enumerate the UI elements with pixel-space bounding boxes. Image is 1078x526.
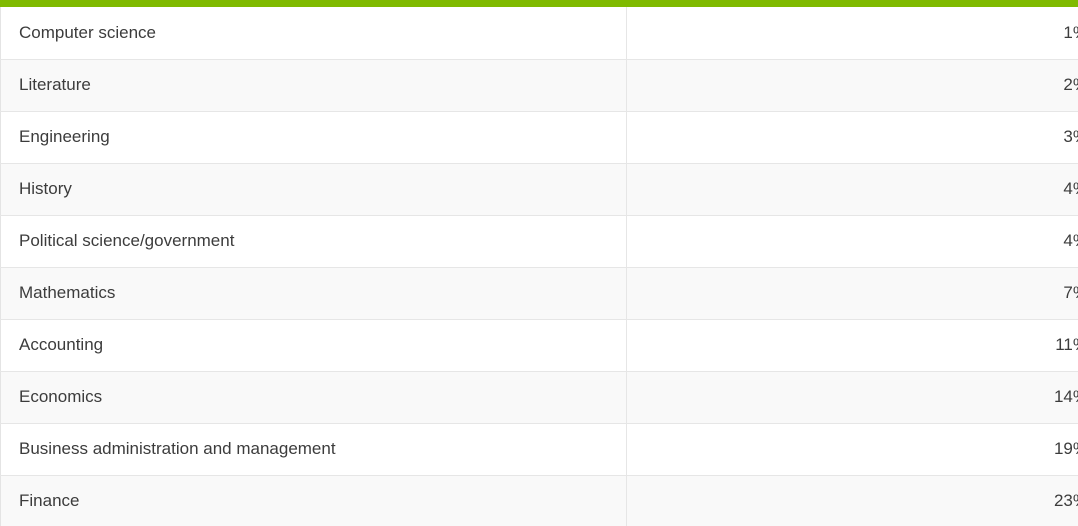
cell-label: Engineering (0, 111, 627, 164)
table-container: Computer science1%Literature2%Engineerin… (0, 7, 1078, 526)
cell-label: Finance (0, 475, 627, 526)
cell-value: 11% (626, 319, 1078, 372)
cell-value: 1% (626, 7, 1078, 60)
cell-label: Accounting (0, 319, 627, 372)
cell-label: Business administration and management (0, 423, 627, 476)
cell-label: History (0, 163, 627, 216)
cell-value: 4% (626, 163, 1078, 216)
cell-value: 19% (626, 423, 1078, 476)
cell-label: Computer science (0, 7, 627, 60)
top-accent-bar (0, 0, 1078, 7)
table-row[interactable]: Business administration and management 19… (0, 423, 1078, 476)
cell-value: 7% (626, 267, 1078, 320)
data-table: Computer science1%Literature2%Engineerin… (0, 7, 1078, 526)
cell-label: Mathematics (0, 267, 627, 320)
cell-label: Literature (0, 59, 627, 112)
cell-value: 14% (626, 371, 1078, 424)
cell-label: Political science/government (0, 215, 627, 268)
cell-label: Economics (0, 371, 627, 424)
cell-value: 23% (626, 475, 1078, 526)
cell-value: 3% (626, 111, 1078, 164)
table-body: Computer science1%Literature2%Engineerin… (0, 7, 1078, 526)
cell-value: 2% (626, 59, 1078, 112)
cell-value: 4% (626, 215, 1078, 268)
